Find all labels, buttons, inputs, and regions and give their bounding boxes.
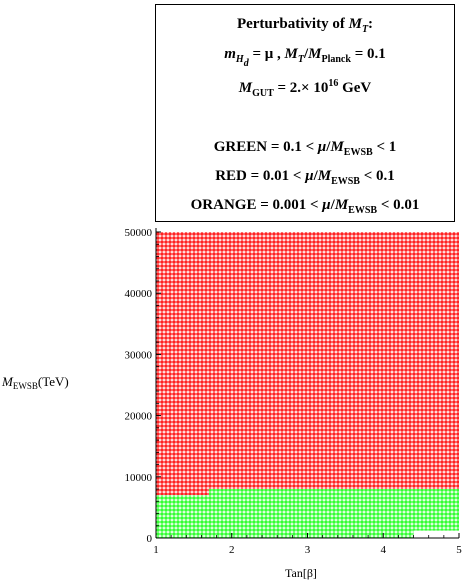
x-tick-label: 4 [381,544,387,556]
red-sub: EWSB [331,176,360,187]
red-prefix: RED = 0.01 < [215,168,306,184]
orange-m: M [334,197,349,213]
orange-sub: EWSB [348,205,378,216]
orange-prefix: ORANGE = 0.001 < [190,197,323,213]
legend-green: GREEN = 0.1 < μ/MEWSB < 1 [156,140,454,158]
y-axis-label: MEWSB(TeV) [2,374,69,391]
cond-mt-sub: T [297,54,304,65]
orange-suffix: < 0.01 [377,197,420,213]
legend-title-colon: : [368,16,374,32]
cond-m: m [224,46,236,62]
green-suffix: < 1 [372,139,397,155]
cond-mp: M [308,46,322,62]
data-regions [156,232,459,538]
axes: 0 10000 20000 30000 40000 50000 1 2 3 4 5 [125,227,463,556]
gut-exp: 16 [328,78,339,89]
x-tick-label: 3 [305,544,311,556]
orange-slash: / [330,197,335,213]
legend-red: RED = 0.01 < μ/MEWSB < 0.1 [156,169,454,187]
gut-val: = 2.× 10 [273,80,329,96]
x-tick-label: 2 [229,544,235,556]
red-mu: μ [305,168,314,184]
green-mu: μ [317,139,327,155]
x-axis-label: Tan[β] [285,566,317,580]
orange-mu: μ [322,197,331,213]
cond-val: = 0.1 [350,46,386,62]
y-tick-label: 40000 [125,288,153,300]
y-tick-label: 50000 [125,227,153,239]
green-region [156,489,459,538]
ylabel-m: M [2,374,13,389]
cond-m-sub: H [235,54,244,65]
legend-condition: mHd = μ , MT/MPlanck = 0.1 [156,47,454,69]
legend-orange: ORANGE = 0.001 < μ/MEWSB < 0.01 [156,198,454,216]
red-m: M [317,168,332,184]
gut-unit: GeV [338,80,372,96]
y-tick-label: 10000 [125,472,153,484]
red-slash: / [313,168,318,184]
red-suffix: < 0.1 [359,168,395,184]
legend-title-var: M [348,16,362,32]
legend-title-var-sub: T [361,24,369,35]
red-region [156,232,459,496]
green-sub: EWSB [343,147,373,158]
y-tick-label: 20000 [125,411,153,423]
green-slash: / [326,139,331,155]
x-tick-label: 5 [456,544,462,556]
cond-mp-sub: Planck [321,54,351,65]
y-tick-label: 0 [147,533,153,545]
green-m: M [330,139,344,155]
green-prefix: GREEN = 0.1 < [213,139,318,155]
legend-title: Perturbativity of MT: [156,17,454,35]
ylabel-sub: EWSB [12,381,38,391]
legend-title-text: Perturbativity of [236,16,345,32]
ylabel-unit: (TeV) [37,374,69,389]
legend-box: Perturbativity of MT: mHd = μ , MT/MPlan… [155,4,455,222]
cond-slash: / [303,46,309,62]
y-tick-label: 30000 [125,349,153,361]
x-tick-label: 1 [153,544,159,556]
gut-m: M [238,80,253,96]
cond-eq: = μ , [248,46,285,62]
cond-mt: M [284,46,298,62]
gut-sub: GUT [252,88,274,99]
cond-m-subsub: d [243,58,249,69]
legend-gut: MGUT = 2.× 1016 GeV [156,79,454,99]
